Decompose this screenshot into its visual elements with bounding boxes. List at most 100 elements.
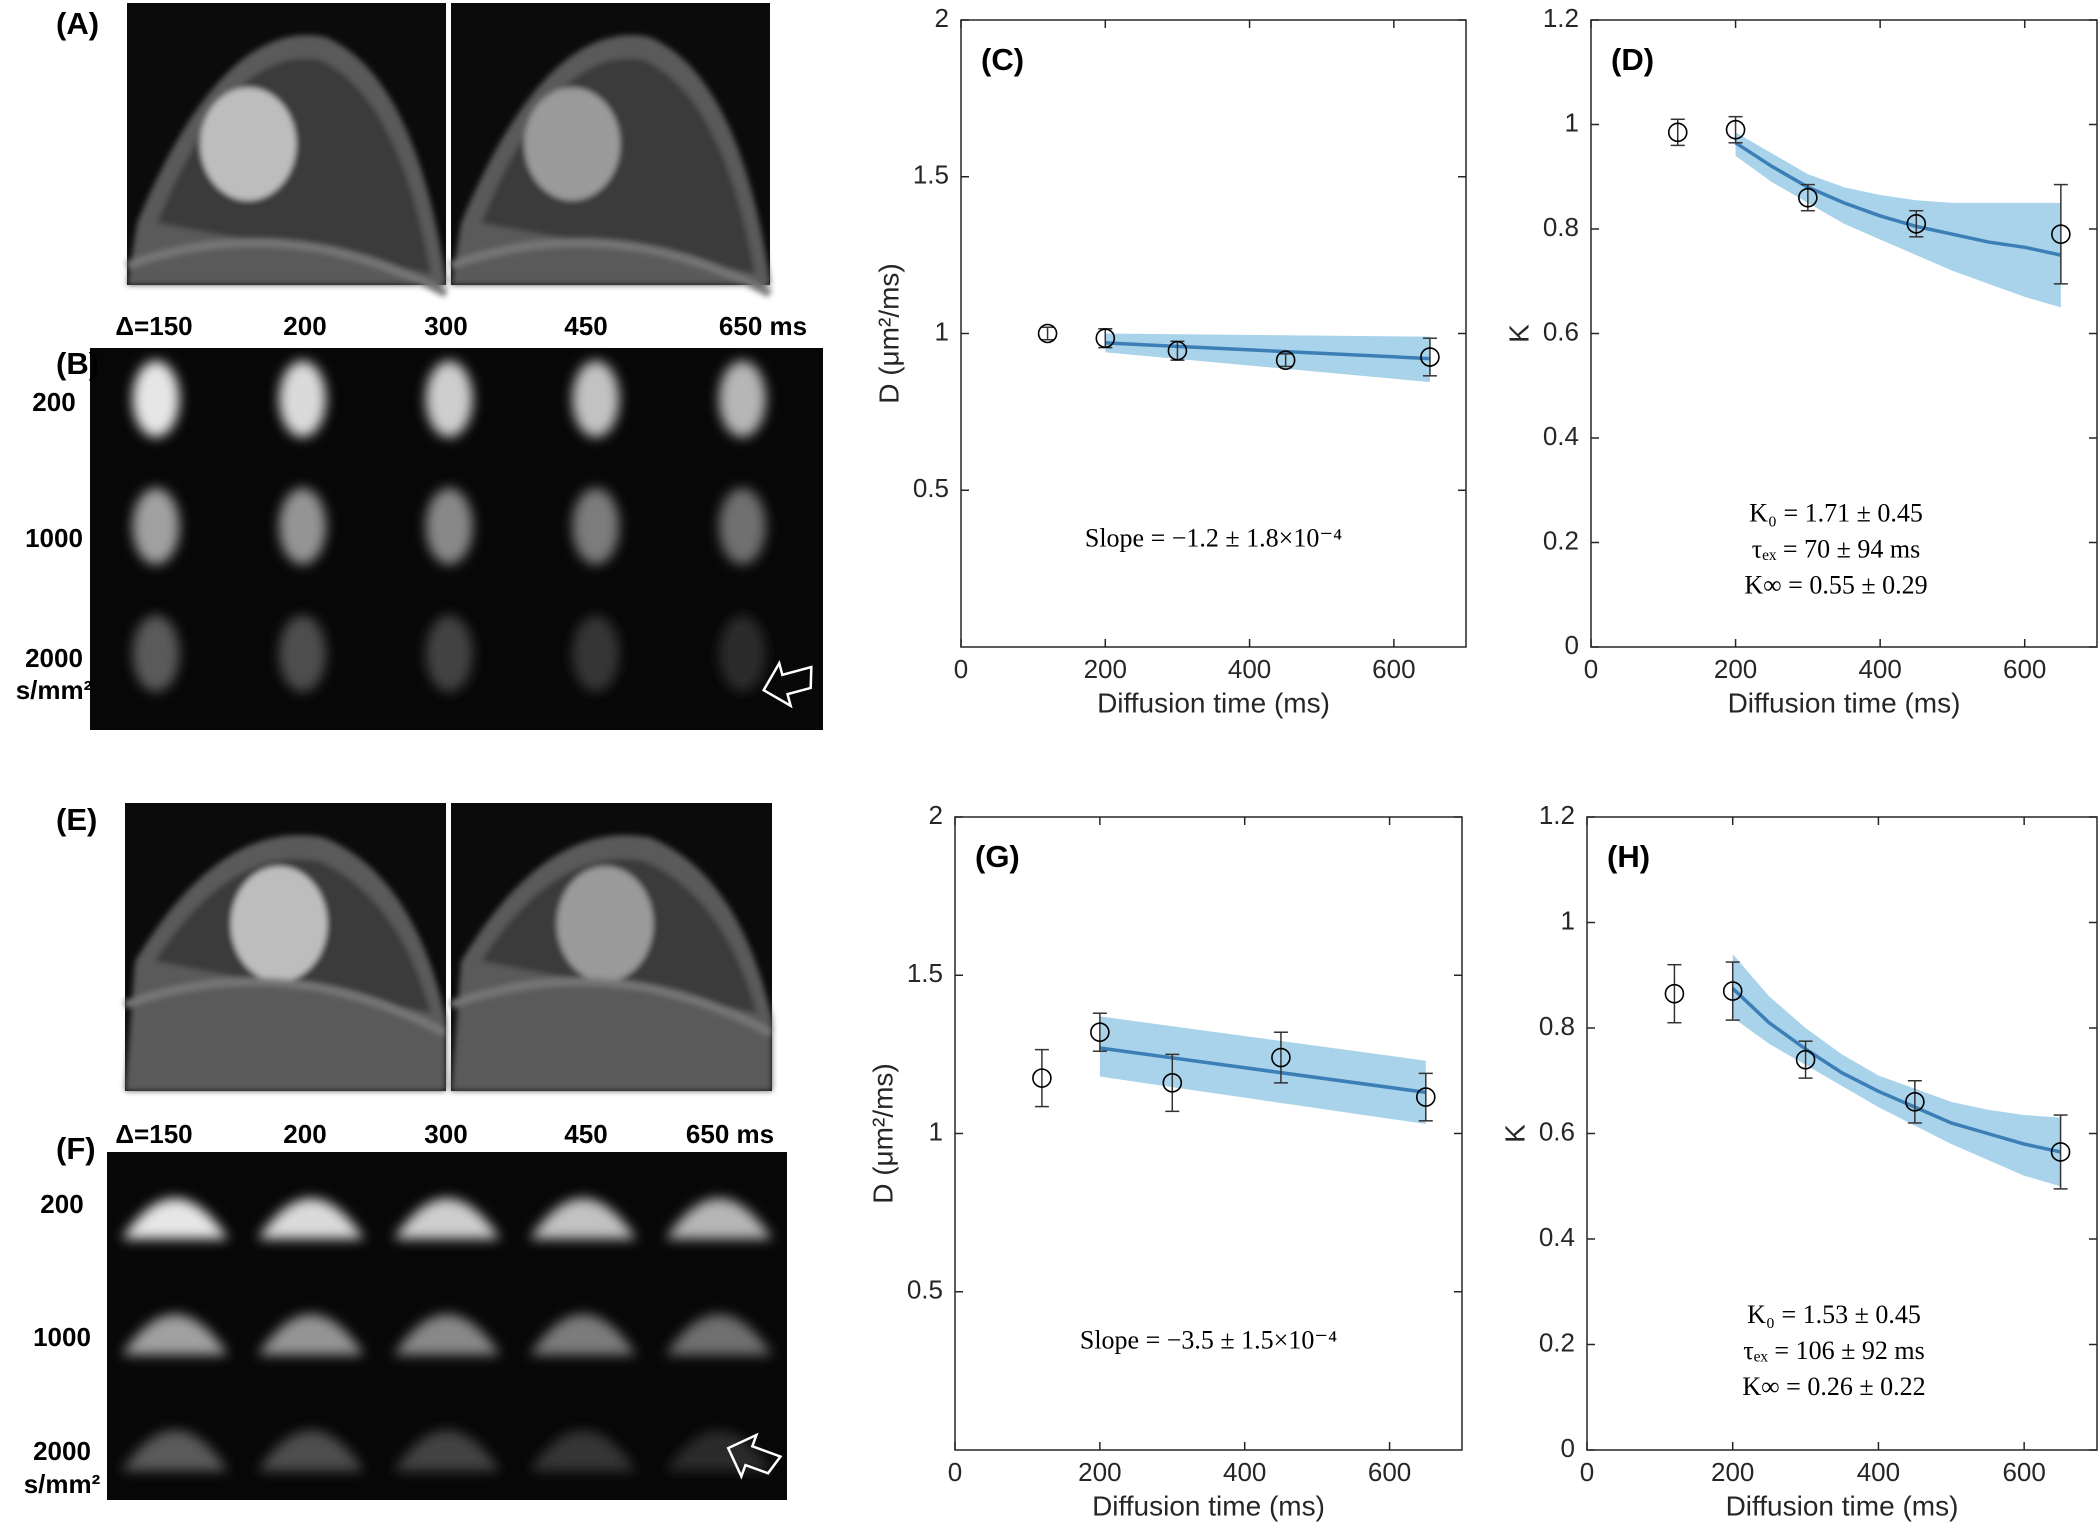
dwi-blob	[279, 488, 327, 565]
dwi-blob	[666, 1314, 772, 1355]
y-axis-label: D (μm²/ms)	[873, 263, 904, 404]
y-tick-label: 0.5	[913, 473, 949, 503]
dwi-blob	[394, 1198, 500, 1239]
column-header: 300	[424, 1119, 467, 1149]
y-tick-label: 1.5	[907, 958, 943, 988]
data-point	[1167, 340, 1188, 361]
y-tick-label: 2	[935, 3, 949, 33]
dwi-blob	[425, 615, 473, 692]
confidence-band	[1732, 954, 2061, 1187]
column-header: 450	[564, 311, 607, 341]
panel-label: (F)	[56, 1131, 96, 1166]
row-header: 2000	[33, 1436, 91, 1466]
annotation: Slope = −3.5 ± 1.5×10⁻⁴	[1080, 1325, 1337, 1354]
data-point	[1415, 1087, 1436, 1107]
axes-box	[1586, 816, 2098, 1451]
lesion	[200, 87, 297, 201]
mri-anatomy	[449, 835, 774, 1091]
annotation: K₀ = 1.71 ± 0.45	[1749, 498, 1923, 527]
data-point	[1162, 1073, 1183, 1093]
column-header: 200	[283, 1119, 326, 1149]
data-point	[1090, 1022, 1110, 1043]
annotation: K₀ = 1.53 ± 0.45	[1747, 1300, 1921, 1329]
chest-wall	[449, 977, 774, 1037]
y-tick-label: 0	[1561, 1433, 1575, 1463]
data-point	[1725, 119, 1746, 140]
data-point	[2050, 1142, 2071, 1162]
column-header: Δ=150	[115, 1119, 192, 1149]
dwi-blob	[572, 615, 620, 692]
dwi-blob	[718, 615, 766, 692]
y-tick-label: 1	[935, 316, 949, 346]
dwi-blob	[394, 1314, 500, 1355]
fit-line	[1731, 987, 2061, 1154]
row-header: 1000	[33, 1322, 91, 1352]
dwi-blob	[425, 360, 473, 438]
data-point	[1667, 122, 1688, 143]
chart-title: (C)	[981, 42, 1024, 77]
unit-label: s/mm²	[24, 1469, 101, 1499]
chart-title: (H)	[1607, 839, 1650, 874]
fit-line	[1734, 141, 2062, 257]
column-header: 300	[424, 311, 467, 341]
panel-label: (B)	[56, 346, 99, 381]
y-tick-label: 0.4	[1539, 1222, 1575, 1252]
y-tick-label: 0.2	[1543, 525, 1579, 555]
dwi-blob	[394, 1430, 500, 1471]
y-tick-label: 1.2	[1543, 3, 1579, 33]
y-axis-label: K	[1503, 324, 1534, 343]
dwi-blob	[122, 1198, 228, 1239]
dwi-blob	[132, 360, 180, 438]
panel-label: (A)	[56, 6, 99, 41]
y-tick-label: 0.6	[1543, 316, 1579, 346]
arrow-icon	[761, 659, 813, 709]
annotation: K∞ = 0.55 ± 0.29	[1744, 570, 1927, 599]
axes-box	[1590, 19, 2098, 648]
x-tick-label: 400	[1223, 1457, 1266, 1487]
dwi-blob	[258, 1198, 364, 1239]
x-axis-label: Diffusion time (ms)	[1726, 1490, 1959, 1521]
dwi-blob	[530, 1430, 636, 1471]
row-header: 2000	[25, 643, 83, 673]
dwi-blobs	[122, 1198, 772, 1471]
data-point	[1271, 1047, 1291, 1068]
data-point	[1420, 347, 1440, 367]
x-tick-label: 400	[1858, 654, 1901, 684]
y-tick-label: 1	[1561, 905, 1575, 935]
y-tick-label: 0.8	[1543, 212, 1579, 242]
fit-line	[1099, 1046, 1427, 1095]
data-point	[2051, 224, 2071, 245]
axes-box	[954, 816, 1463, 1451]
x-tick-label: 400	[1228, 654, 1271, 684]
x-tick-label: 200	[1711, 1457, 1754, 1487]
dwi-blob	[530, 1198, 636, 1239]
annotation: K∞ = 0.26 ± 0.22	[1742, 1372, 1925, 1401]
data-point	[1664, 983, 1685, 1004]
x-tick-label: 0	[948, 1457, 962, 1487]
dwi-blob	[279, 615, 327, 692]
row-header: 200	[32, 387, 75, 417]
dwi-blob	[718, 360, 766, 438]
row-header: 1000	[25, 523, 83, 553]
x-tick-label: 600	[2003, 654, 2046, 684]
x-tick-label: 200	[1084, 654, 1127, 684]
y-tick-label: 0	[1565, 630, 1579, 660]
axes-box	[960, 19, 1467, 648]
x-tick-label: 600	[1368, 1457, 1411, 1487]
dwi-blob	[122, 1430, 228, 1471]
row-header: 200	[40, 1189, 83, 1219]
dwi-blob	[279, 360, 327, 438]
y-tick-label: 0.8	[1539, 1011, 1575, 1041]
y-tick-label: 0.4	[1543, 421, 1579, 451]
chest-wall	[123, 977, 448, 1037]
column-header: 200	[283, 311, 326, 341]
x-tick-label: 0	[1580, 1457, 1594, 1487]
chest-wall	[125, 238, 448, 297]
y-tick-label: 1.2	[1539, 800, 1575, 830]
mri-anatomy	[123, 835, 448, 1091]
x-tick-label: 400	[1857, 1457, 1900, 1487]
data-point	[1798, 187, 1818, 208]
x-tick-label: 200	[1078, 1457, 1121, 1487]
lesion	[230, 866, 328, 982]
dwi-blob	[132, 488, 180, 565]
